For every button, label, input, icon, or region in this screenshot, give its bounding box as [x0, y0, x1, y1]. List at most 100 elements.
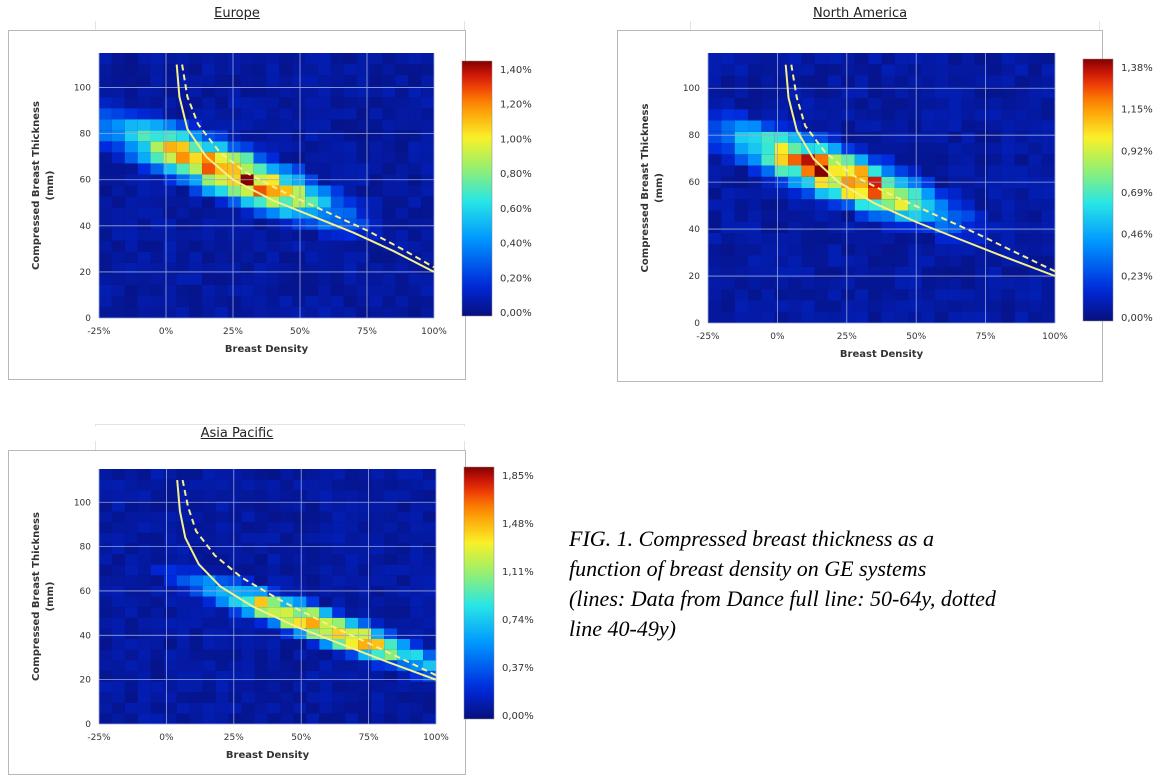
heatmap-cell	[279, 218, 293, 230]
heatmap-cell	[163, 639, 177, 650]
heatmap-cell	[124, 692, 138, 703]
heatmap-cell	[814, 255, 829, 267]
heatmap-cell	[708, 165, 722, 177]
heatmap-cell	[137, 660, 151, 671]
heatmap-cell	[421, 141, 434, 153]
heatmap-cell	[788, 266, 802, 278]
heatmap-cell	[748, 53, 762, 65]
heatmap-cell	[292, 86, 306, 98]
heatmap-cell	[293, 649, 307, 661]
heatmap-cell	[137, 649, 151, 661]
heatmap-cell	[934, 154, 949, 166]
heatmap-cell	[881, 120, 895, 132]
heatmap-cell	[189, 543, 203, 555]
heatmap-cell	[305, 229, 319, 241]
heatmap-cell	[395, 86, 409, 98]
heatmap-cell	[137, 564, 151, 576]
heatmap-cell	[240, 141, 254, 153]
heatmap-cell	[253, 229, 267, 241]
heatmap-cell	[814, 53, 829, 65]
heatmap-cell	[721, 210, 735, 222]
heatmap-cell	[111, 639, 125, 650]
heatmap-cell	[408, 185, 422, 197]
heatmap-cell	[1001, 266, 1015, 278]
heatmap-cell	[1014, 210, 1029, 222]
heatmap-cell	[241, 681, 255, 693]
heatmap-cell	[934, 109, 949, 121]
heatmap-cell	[1014, 244, 1029, 256]
heatmap-cell	[189, 713, 203, 725]
heatmap-cell	[240, 185, 254, 197]
heatmap-cell	[397, 596, 411, 608]
heatmap-cell	[266, 163, 280, 175]
heatmap-cell	[111, 532, 125, 544]
heatmap-cell	[382, 229, 396, 241]
heatmap-cell	[215, 500, 229, 512]
x-tick-label: 100%	[421, 327, 447, 337]
heatmap-cell	[761, 86, 775, 98]
heatmap-cell	[868, 131, 882, 143]
heatmap-cell	[293, 702, 307, 714]
heatmap-cell	[137, 617, 151, 629]
y-axis-label-line-2: (mm)	[654, 173, 665, 203]
heatmap-cell	[111, 295, 125, 307]
heatmap-cell	[974, 131, 989, 143]
heatmap-cell	[176, 713, 190, 725]
heatmap-cell	[423, 575, 436, 586]
heatmap-cell	[292, 141, 306, 153]
heatmap-cell	[189, 86, 203, 98]
heatmap-cell	[293, 660, 307, 671]
heatmap-cell	[254, 543, 268, 555]
heatmap-cell	[734, 244, 749, 256]
x-tick-label: 100%	[423, 733, 449, 743]
heatmap-cell	[408, 141, 422, 153]
heatmap-cell	[267, 564, 281, 576]
heatmap-cell	[1028, 131, 1042, 143]
y-axis-label-line-2: (mm)	[45, 171, 56, 201]
heatmap-cell	[189, 490, 203, 501]
heatmap-cell	[111, 511, 125, 523]
heatmap-cell	[163, 229, 177, 241]
heatmap-cell	[369, 163, 383, 175]
heatmap-cell	[163, 469, 177, 480]
heatmap-cell	[163, 251, 177, 263]
heatmap-cell	[774, 255, 789, 267]
heatmap-cell	[1028, 278, 1042, 290]
heatmap-cell	[215, 532, 229, 544]
heatmap-cell	[974, 53, 989, 65]
gridlines	[98, 53, 435, 319]
heatmap-cell	[305, 273, 319, 285]
heatmap-cell	[423, 532, 436, 544]
heatmap-cell	[215, 479, 229, 491]
heatmap-cell	[215, 639, 229, 650]
heatmap-cell	[150, 119, 164, 131]
heatmap-cell	[921, 109, 935, 121]
heatmap-cell	[279, 86, 293, 98]
heatmap-cell	[410, 649, 424, 661]
heatmap-cell	[423, 554, 436, 565]
heatmap-cell	[137, 575, 151, 586]
chart-title-asia-pacific: Asia Pacific	[9, 426, 465, 441]
heatmap-cell	[397, 607, 411, 618]
heatmap-cell	[761, 289, 775, 301]
heatmap-cell	[99, 702, 112, 714]
heatmap-cell	[1001, 154, 1015, 166]
heatmap-cell	[748, 131, 762, 143]
heatmap-cell	[961, 188, 975, 200]
caption-line-4: line 40-49y)	[569, 616, 676, 641]
heatmap-cell	[124, 218, 138, 230]
heatmap-cell	[1041, 109, 1055, 121]
heatmap-cell	[734, 98, 749, 110]
heatmap-cell	[202, 53, 215, 65]
heatmap-cell	[267, 511, 281, 523]
heatmap-cell	[1041, 255, 1055, 267]
heatmap-cell	[988, 143, 1002, 155]
heatmap-cell	[721, 221, 735, 233]
heatmap-cell	[343, 53, 357, 65]
heatmap-cell	[254, 532, 268, 544]
heatmap-cell	[99, 479, 112, 491]
heatmap-cell	[228, 670, 242, 682]
heatmap-cell	[1041, 86, 1055, 98]
heatmap-cell	[241, 543, 255, 555]
heatmap-cell	[395, 108, 409, 120]
